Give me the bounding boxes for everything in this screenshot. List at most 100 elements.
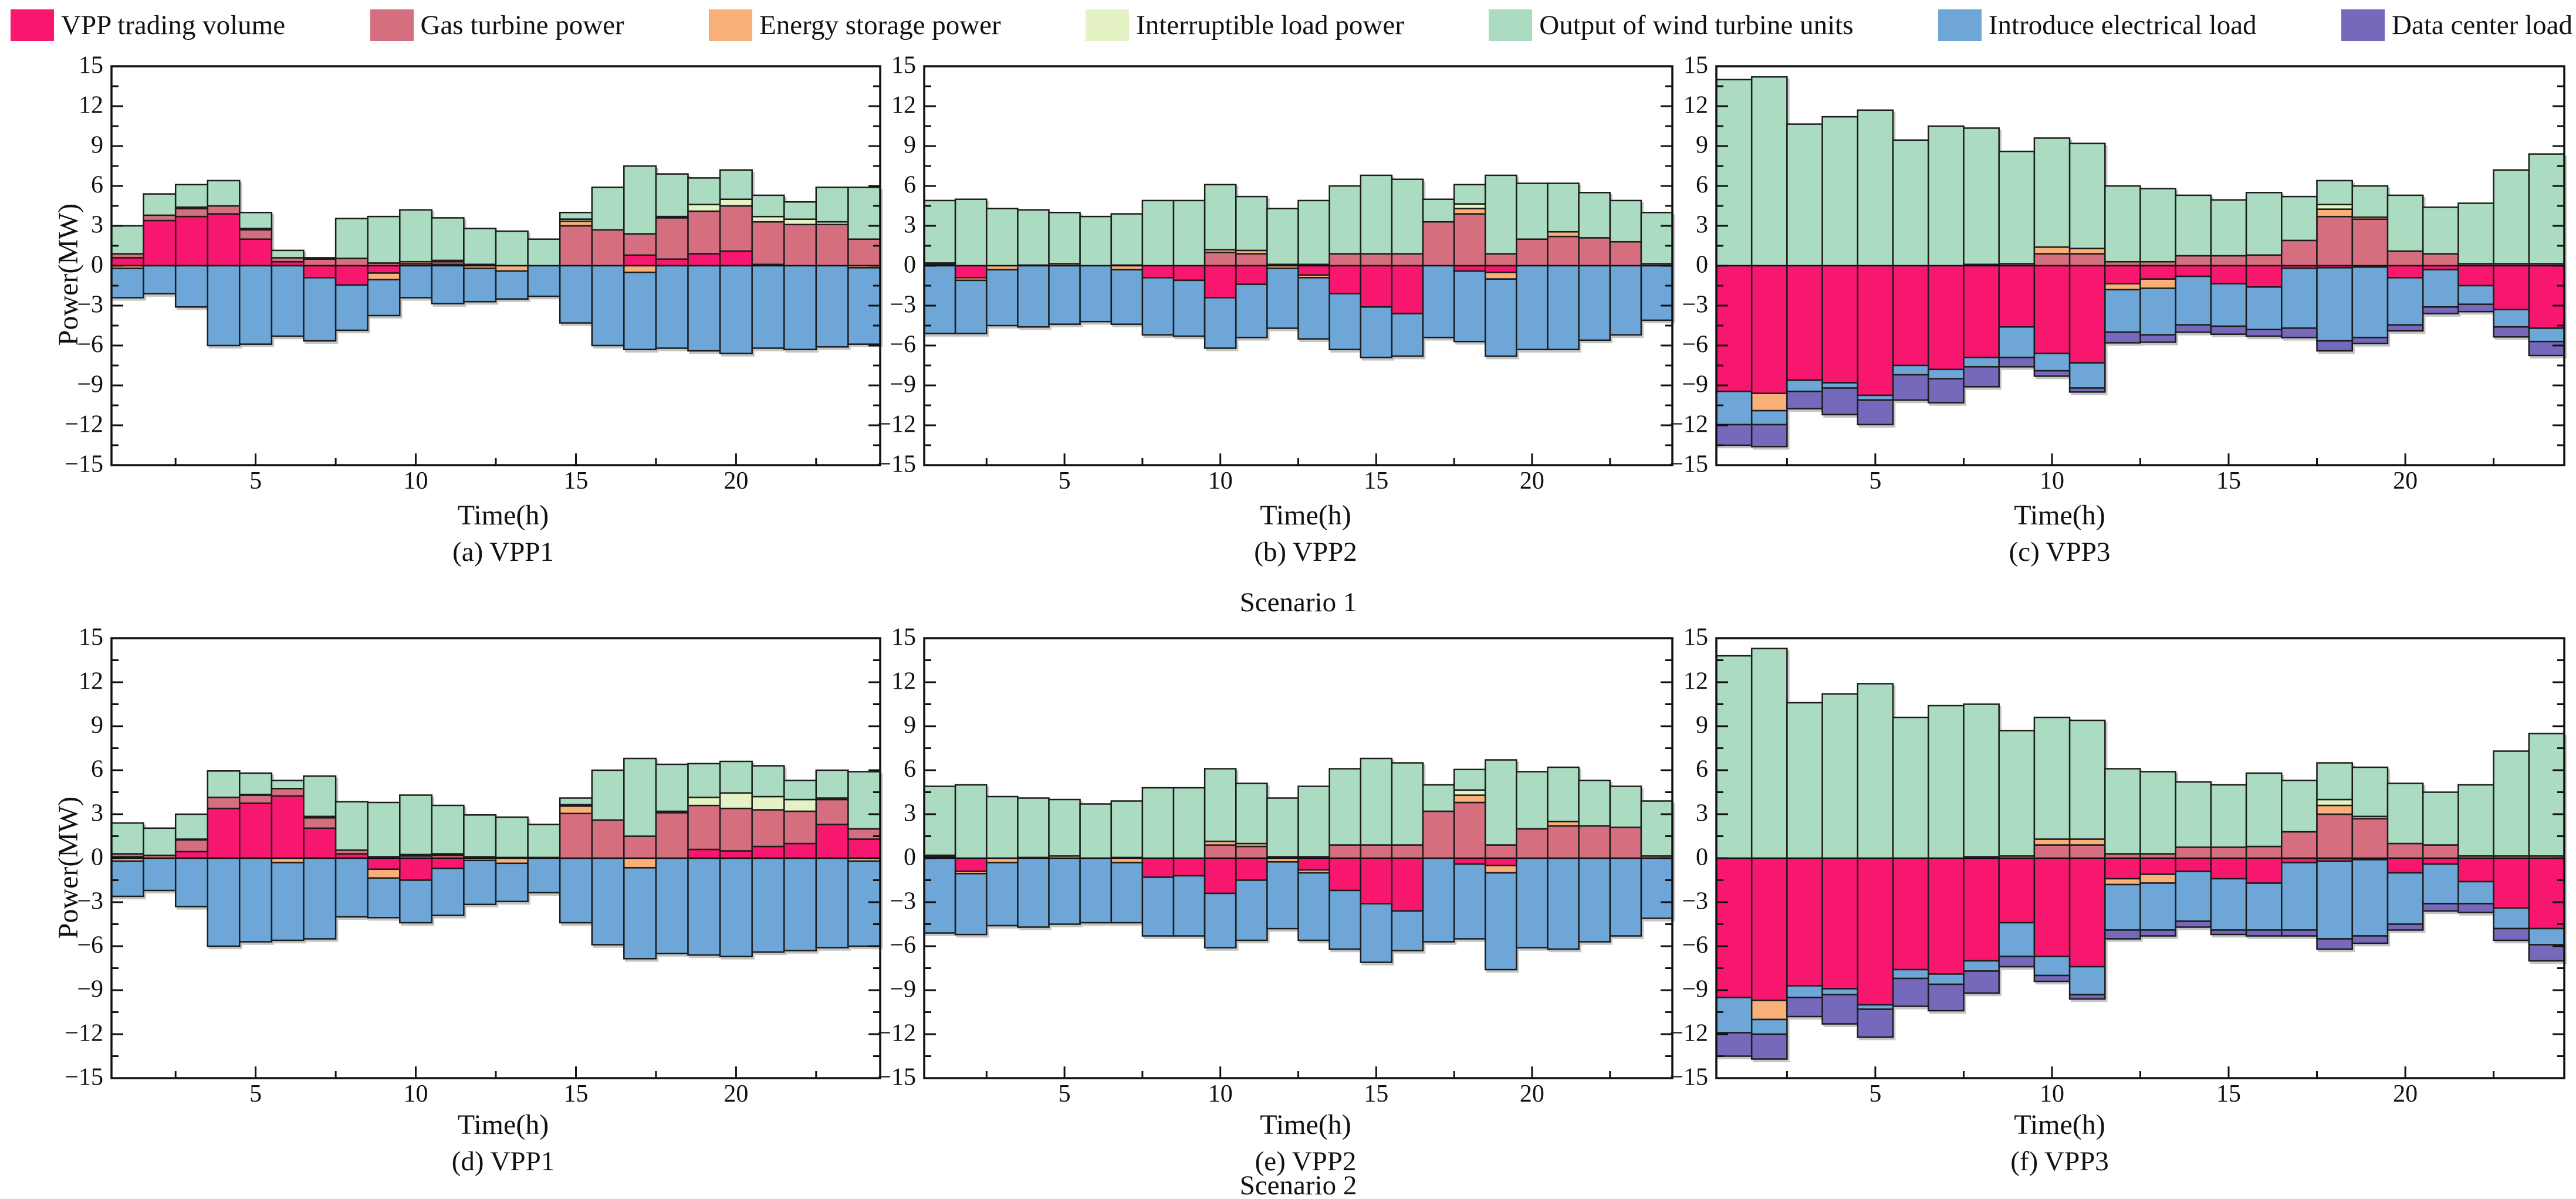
svg-text:−9: −9 bbox=[1682, 371, 1708, 398]
svg-text:−6: −6 bbox=[77, 331, 103, 358]
chart-d-vpp1-scenario2: Power(MW) −15 −12 −9 −6 −3 0 3 6 9 12 15 5 10 15 20 Ti… bbox=[50, 625, 895, 1177]
svg-text:10: 10 bbox=[2040, 1081, 2064, 1105]
svg-text:0: 0 bbox=[904, 844, 916, 871]
svg-text:6: 6 bbox=[904, 172, 916, 199]
svg-text:−9: −9 bbox=[1682, 976, 1708, 1003]
chart-d-plot: −15 −12 −9 −6 −3 0 3 6 9 12 15 5 10 15 20 bbox=[65, 625, 881, 1105]
legend-label: Data center load bbox=[2392, 10, 2572, 40]
legend-label: Output of wind turbine units bbox=[1539, 10, 1854, 40]
svg-text:3: 3 bbox=[904, 212, 916, 239]
svg-text:12: 12 bbox=[1683, 92, 1708, 119]
svg-text:−12: −12 bbox=[65, 1020, 103, 1047]
x-axis-label: Time(h) bbox=[457, 1109, 549, 1140]
legend-item-energy-storage: Energy storage power bbox=[709, 9, 1001, 41]
svg-text:−6: −6 bbox=[77, 932, 103, 959]
svg-text:−15: −15 bbox=[65, 451, 103, 478]
svg-text:15: 15 bbox=[79, 53, 103, 79]
svg-text:15: 15 bbox=[564, 1081, 589, 1105]
svg-text:15: 15 bbox=[1364, 1081, 1388, 1105]
svg-text:20: 20 bbox=[2393, 468, 2418, 492]
svg-text:9: 9 bbox=[91, 712, 103, 739]
y-axis-label: Power(MW) bbox=[53, 203, 84, 346]
svg-text:5: 5 bbox=[249, 468, 262, 492]
chart-caption: (e) VPP2 bbox=[1255, 1146, 1357, 1177]
svg-text:20: 20 bbox=[2393, 1081, 2418, 1105]
svg-text:−3: −3 bbox=[1682, 292, 1708, 319]
svg-text:10: 10 bbox=[2040, 468, 2064, 492]
legend-label: Introduce electrical load bbox=[1988, 10, 2257, 40]
wind-output-swatch-icon bbox=[1489, 9, 1533, 41]
svg-text:−3: −3 bbox=[77, 292, 103, 319]
svg-text:−3: −3 bbox=[890, 888, 916, 915]
svg-text:12: 12 bbox=[891, 668, 916, 695]
chart-caption: (a) VPP1 bbox=[452, 537, 554, 567]
legend-item-introduce-load: Introduce electrical load bbox=[1938, 9, 2257, 41]
legend-label: Energy storage power bbox=[759, 10, 1001, 40]
svg-text:0: 0 bbox=[1696, 844, 1708, 871]
svg-text:−15: −15 bbox=[1669, 1064, 1708, 1091]
svg-text:15: 15 bbox=[891, 625, 916, 651]
x-axis-label: Time(h) bbox=[1260, 1109, 1351, 1140]
svg-text:15: 15 bbox=[2216, 1081, 2241, 1105]
svg-text:−12: −12 bbox=[1669, 411, 1708, 438]
chart-a-vpp1-scenario1: Power(MW) −15 −12 −9 −6 −3 0 3 6 9 12 15 5 10 15 20 Ti… bbox=[50, 53, 895, 568]
svg-text:6: 6 bbox=[91, 756, 103, 783]
svg-text:6: 6 bbox=[1696, 756, 1708, 783]
chart-f-plot: −15 −12 −9 −6 −3 0 3 6 9 12 15 5 10 15 20 bbox=[1669, 625, 2565, 1105]
legend-item-datacenter-load: Data center load bbox=[2341, 9, 2572, 41]
svg-text:0: 0 bbox=[1696, 252, 1708, 279]
svg-text:15: 15 bbox=[891, 53, 916, 79]
svg-text:3: 3 bbox=[904, 800, 916, 827]
svg-text:3: 3 bbox=[1696, 800, 1708, 827]
svg-text:9: 9 bbox=[904, 132, 916, 159]
svg-text:5: 5 bbox=[1869, 1081, 1881, 1105]
svg-text:−12: −12 bbox=[877, 411, 916, 438]
svg-text:20: 20 bbox=[724, 468, 748, 492]
svg-text:−6: −6 bbox=[890, 932, 916, 959]
energy-storage-swatch-icon bbox=[709, 9, 753, 41]
svg-text:10: 10 bbox=[1208, 468, 1233, 492]
svg-text:10: 10 bbox=[404, 468, 428, 492]
svg-text:6: 6 bbox=[904, 756, 916, 783]
svg-text:−9: −9 bbox=[77, 371, 103, 398]
svg-text:3: 3 bbox=[91, 800, 103, 827]
svg-text:15: 15 bbox=[79, 625, 103, 651]
svg-text:−9: −9 bbox=[890, 371, 916, 398]
svg-text:12: 12 bbox=[79, 92, 103, 119]
introduce-load-swatch-icon bbox=[1938, 9, 1982, 41]
svg-text:10: 10 bbox=[1208, 1081, 1233, 1105]
x-axis-label: Time(h) bbox=[1260, 500, 1351, 531]
svg-text:9: 9 bbox=[1696, 132, 1708, 159]
chart-caption: (d) VPP1 bbox=[451, 1146, 555, 1177]
svg-text:3: 3 bbox=[1696, 212, 1708, 239]
legend-item-gas-turbine: Gas turbine power bbox=[370, 9, 624, 41]
svg-text:−12: −12 bbox=[877, 1020, 916, 1047]
svg-text:3: 3 bbox=[91, 212, 103, 239]
legend-item-vpp-trading: VPP trading volume bbox=[11, 9, 285, 41]
chart-c-vpp3-scenario1: −15 −12 −9 −6 −3 0 3 6 9 12 15 5 10 15 20 Time(h) (c) … bbox=[1655, 53, 2576, 568]
svg-text:15: 15 bbox=[1364, 468, 1388, 492]
legend-label: Interruptible load power bbox=[1136, 10, 1404, 40]
svg-text:−9: −9 bbox=[890, 976, 916, 1003]
svg-text:15: 15 bbox=[2216, 468, 2241, 492]
legend-label: VPP trading volume bbox=[61, 10, 286, 40]
legend-item-wind-output: Output of wind turbine units bbox=[1489, 9, 1854, 41]
svg-text:−15: −15 bbox=[877, 451, 916, 478]
svg-text:0: 0 bbox=[904, 252, 916, 279]
svg-text:9: 9 bbox=[91, 132, 103, 159]
chart-a-plot: −15 −12 −9 −6 −3 0 3 6 9 12 15 5 10 15 20 bbox=[65, 53, 881, 492]
svg-text:−6: −6 bbox=[1682, 932, 1708, 959]
svg-text:20: 20 bbox=[1520, 468, 1544, 492]
legend: VPP trading volume Gas turbine power Ene… bbox=[11, 9, 2572, 41]
svg-text:−12: −12 bbox=[65, 411, 103, 438]
scenario-1-label: Scenario 1 bbox=[1239, 587, 1357, 618]
svg-text:0: 0 bbox=[91, 844, 103, 871]
svg-text:−12: −12 bbox=[1669, 1020, 1708, 1047]
chart-caption: (c) VPP3 bbox=[2009, 537, 2111, 567]
svg-text:−3: −3 bbox=[77, 888, 103, 915]
legend-item-interruptible-load: Interruptible load power bbox=[1086, 9, 1404, 41]
svg-text:−3: −3 bbox=[1682, 888, 1708, 915]
svg-text:5: 5 bbox=[1059, 1081, 1071, 1105]
legend-label: Gas turbine power bbox=[420, 10, 624, 40]
